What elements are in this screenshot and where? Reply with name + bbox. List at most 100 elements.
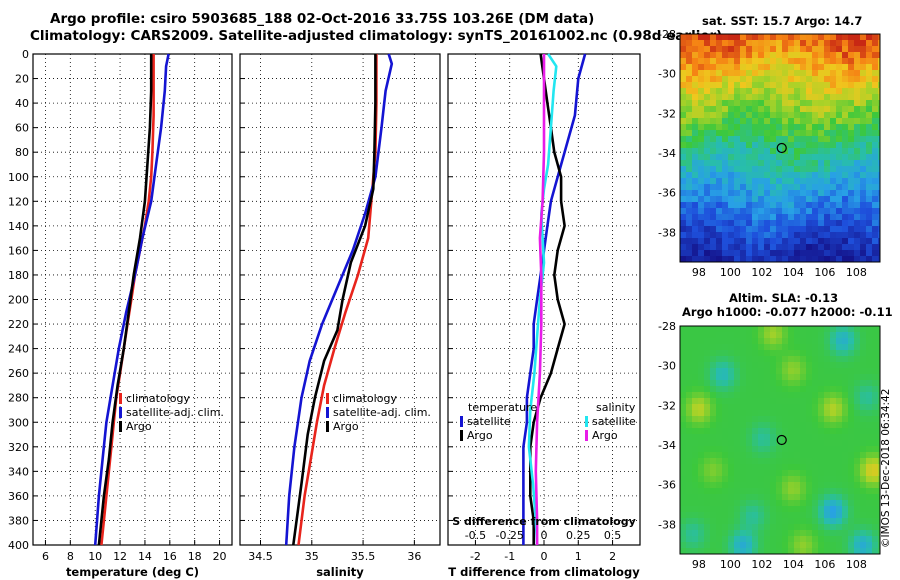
map-lat-label: -34 bbox=[658, 147, 676, 160]
x-axis-label: T difference from climatology bbox=[448, 565, 640, 579]
x-tick-label: 34.5 bbox=[248, 550, 273, 563]
sla-map-frame bbox=[679, 325, 881, 555]
y-tick-label: 40 bbox=[15, 97, 29, 110]
map-lat-label: -30 bbox=[658, 68, 676, 81]
x-tick-label: -1 bbox=[504, 550, 515, 563]
map-lon-label: 104 bbox=[783, 558, 804, 571]
x-axis-label: temperature (deg C) bbox=[66, 565, 199, 579]
y-tick-label: 160 bbox=[8, 244, 29, 257]
series-line-argo bbox=[97, 54, 153, 546]
map-lat-label: -36 bbox=[658, 187, 676, 200]
y-tick-label: 20 bbox=[15, 73, 29, 86]
s-tick-label: 0.5 bbox=[604, 529, 622, 542]
legend-swatch bbox=[585, 430, 588, 441]
map-lon-label: 98 bbox=[692, 266, 706, 279]
x-tick-label: 35 bbox=[305, 550, 319, 563]
y-tick-label: 380 bbox=[8, 514, 29, 527]
x-tick-label: 16 bbox=[163, 550, 177, 563]
map-lon-label: 100 bbox=[720, 266, 741, 279]
legend-label: satellite bbox=[467, 415, 511, 428]
x-tick-label: 14 bbox=[138, 550, 152, 563]
y-tick-label: 60 bbox=[15, 122, 29, 135]
x-tick-label: 12 bbox=[113, 550, 127, 563]
series-line-climatology bbox=[297, 54, 378, 546]
legend-label: Argo bbox=[333, 420, 359, 433]
plot-frame-temperature bbox=[32, 53, 233, 546]
x-axis-label: salinity bbox=[316, 565, 364, 579]
map-lat-label: -34 bbox=[658, 439, 676, 452]
legend-swatch bbox=[460, 430, 463, 441]
series-line-s-argo bbox=[534, 54, 546, 545]
legend-label: Argo bbox=[592, 429, 618, 442]
legend-label: satellite bbox=[592, 415, 636, 428]
series-line-satellite-adj-clim- bbox=[284, 53, 394, 546]
legend-swatch bbox=[119, 393, 122, 404]
map-lon-label: 108 bbox=[846, 558, 867, 571]
legend-label: Argo bbox=[126, 420, 152, 433]
plot-frame-salinity bbox=[239, 53, 441, 546]
map-lat-label: -36 bbox=[658, 479, 676, 492]
y-tick-label: 260 bbox=[8, 367, 29, 380]
legend-swatch bbox=[119, 407, 122, 418]
y-tick-label: 320 bbox=[8, 441, 29, 454]
x-tick-label: -2 bbox=[470, 550, 481, 563]
legend-label: satellite-adj. clim. bbox=[333, 406, 431, 419]
legend-label: satellite-adj. clim. bbox=[126, 406, 224, 419]
map-lat-label: -38 bbox=[658, 518, 676, 531]
series-line-t-satellite bbox=[522, 53, 587, 545]
x-tick-label: 20 bbox=[213, 550, 227, 563]
map-lat-label: -32 bbox=[658, 399, 676, 412]
y-tick-label: 360 bbox=[8, 490, 29, 503]
y-tick-label: 300 bbox=[8, 416, 29, 429]
imos-timestamp: ©IMOS 13-Dec-2018 06:34:42 bbox=[880, 388, 892, 548]
chart-title-line1: Argo profile: csiro 5903685_188 02-Oct-2… bbox=[50, 11, 595, 27]
y-tick-label: 200 bbox=[8, 294, 29, 307]
series-line-climatology bbox=[100, 54, 155, 546]
legend-title-salinity: salinity bbox=[596, 401, 636, 414]
series-line-t-argo bbox=[528, 53, 566, 545]
legend-swatch bbox=[326, 407, 329, 418]
x-tick-label: 8 bbox=[67, 550, 74, 563]
map-lon-label: 102 bbox=[751, 266, 772, 279]
sst-map-title: sat. SST: 15.7 Argo: 14.7 bbox=[702, 14, 863, 28]
map-lon-label: 100 bbox=[720, 558, 741, 571]
map-lon-label: 108 bbox=[846, 266, 867, 279]
x-tick-label: 36 bbox=[407, 550, 421, 563]
legend-label: climatology bbox=[126, 392, 190, 405]
s-axis-label: S difference from climatology bbox=[452, 515, 636, 528]
profile-location-marker bbox=[776, 434, 787, 446]
map-lon-label: 104 bbox=[783, 266, 804, 279]
y-tick-label: 340 bbox=[8, 465, 29, 478]
legend-swatch bbox=[326, 393, 329, 404]
y-tick-label: 120 bbox=[8, 195, 29, 208]
map-lat-label: -38 bbox=[658, 226, 676, 239]
map-lon-label: 106 bbox=[814, 266, 835, 279]
x-tick-label: 10 bbox=[88, 550, 102, 563]
series-line-satellite-adj-clim- bbox=[93, 53, 170, 546]
map-lon-label: 106 bbox=[814, 558, 835, 571]
profile-location-marker bbox=[776, 142, 787, 154]
y-tick-label: 220 bbox=[8, 318, 29, 331]
map-lon-label: 102 bbox=[751, 558, 772, 571]
map-lat-label: -30 bbox=[658, 360, 676, 373]
sst-map-pixels bbox=[680, 34, 880, 262]
s-tick-label: -0.25 bbox=[495, 529, 523, 542]
legend-swatch bbox=[460, 416, 463, 427]
y-tick-label: 140 bbox=[8, 220, 29, 233]
chart-title-line2: Climatology: CARS2009. Satellite-adjuste… bbox=[30, 28, 723, 44]
y-tick-label: 100 bbox=[8, 171, 29, 184]
x-tick-label: 35.5 bbox=[351, 550, 376, 563]
map-lat-label: -28 bbox=[658, 320, 676, 333]
legend-title-temperature: temperature bbox=[468, 401, 537, 414]
y-tick-label: 80 bbox=[15, 146, 29, 159]
legend-swatch bbox=[119, 421, 122, 432]
x-tick-label: 1 bbox=[575, 550, 582, 563]
map-lon-label: 98 bbox=[692, 558, 706, 571]
sla-map-pixels bbox=[680, 326, 880, 554]
legend-swatch bbox=[585, 416, 588, 427]
sla-map-title-2: Argo h1000: -0.077 h2000: -0.11 bbox=[682, 305, 893, 319]
y-tick-label: 240 bbox=[8, 343, 29, 356]
s-tick-label: 0.25 bbox=[566, 529, 591, 542]
s-tick-label: -0.5 bbox=[465, 529, 486, 542]
